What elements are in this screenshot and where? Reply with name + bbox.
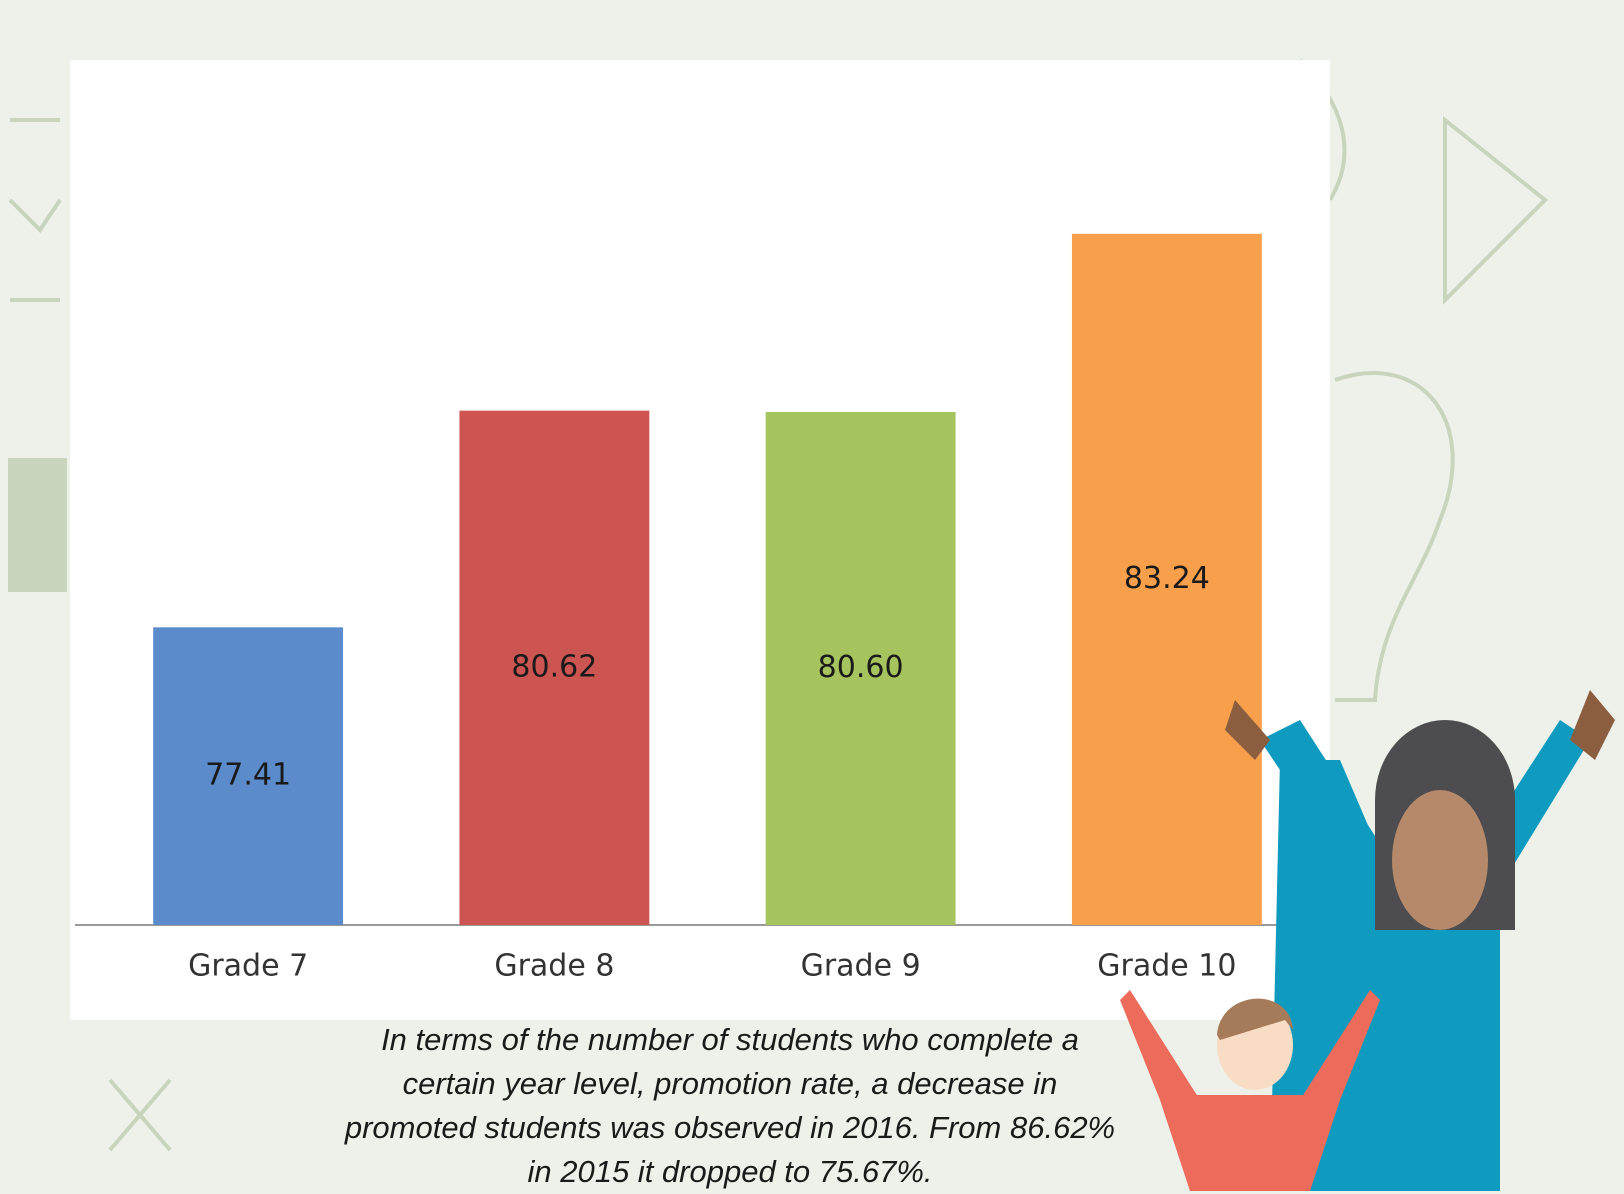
bar	[1071, 233, 1262, 926]
x-tick-label: Grade 7	[188, 949, 308, 984]
data-label: 80.60	[818, 650, 904, 685]
x-tick-label: Grade 9	[801, 949, 921, 984]
data-label: 80.62	[511, 649, 597, 684]
bar	[459, 410, 650, 925]
x-tick-label: Grade 10	[1097, 949, 1236, 984]
bar	[153, 627, 344, 925]
illustration-boy	[1120, 990, 1380, 1191]
x-tick-label: Grade 8	[494, 949, 614, 984]
data-label: 77.41	[205, 758, 291, 793]
illustration-woman	[1225, 690, 1615, 1191]
plot: 77.41 Grade 7 80.62 Grade 8 80.60 Grade 9 83.2…	[75, 233, 1325, 984]
bar	[765, 412, 956, 925]
background-doodles	[8, 58, 1548, 1152]
annotation: In terms of the number of students who c…	[344, 1022, 1116, 1189]
data-label: 83.24	[1124, 561, 1210, 596]
